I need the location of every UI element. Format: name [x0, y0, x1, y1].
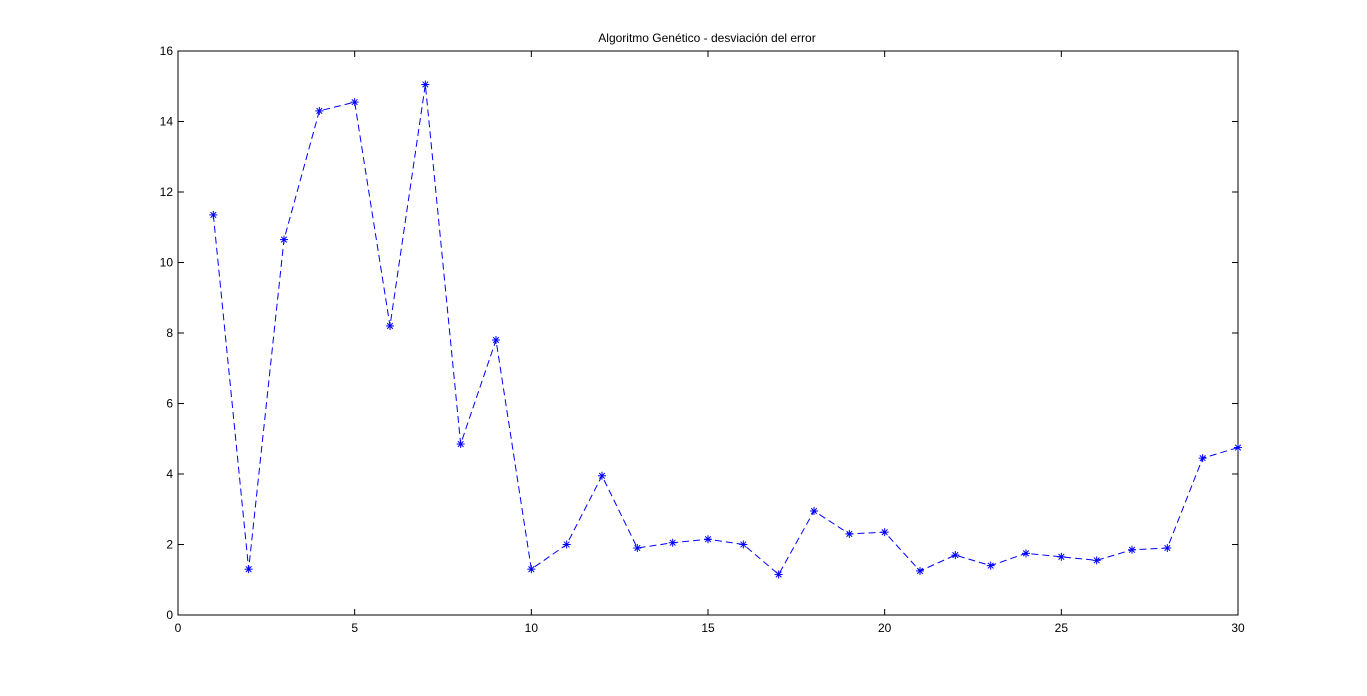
x-tick-label: 5 — [351, 621, 358, 635]
data-point — [1128, 545, 1136, 554]
data-point — [810, 507, 818, 516]
data-point — [1022, 549, 1030, 558]
data-point — [456, 440, 465, 449]
series-line — [212, 84, 1239, 576]
data-point — [280, 235, 288, 244]
data-point — [1234, 443, 1242, 452]
data-point — [562, 540, 571, 549]
x-tick-label: 0 — [175, 621, 182, 635]
data-point — [386, 321, 394, 330]
y-tick-label: 10 — [160, 256, 174, 270]
series-layer — [209, 80, 1242, 579]
x-tick-label: 25 — [1055, 621, 1069, 635]
data-point — [598, 471, 606, 480]
data-point — [845, 529, 854, 538]
x-tick-label: 15 — [701, 621, 715, 635]
data-point — [492, 336, 500, 345]
y-tick-label: 6 — [166, 397, 173, 411]
y-tick-label: 8 — [166, 326, 173, 340]
data-point — [209, 210, 218, 219]
y-tick-label: 4 — [166, 467, 173, 481]
data-point — [421, 80, 430, 89]
y-tick-label: 16 — [160, 44, 174, 58]
data-point — [1092, 556, 1101, 565]
data-point — [1057, 552, 1066, 561]
data-point — [986, 561, 995, 570]
data-point — [668, 538, 677, 547]
x-tick-label: 10 — [525, 621, 539, 635]
data-point — [739, 540, 748, 549]
data-point — [916, 566, 924, 575]
data-point — [880, 528, 889, 537]
y-tick-label: 0 — [166, 608, 173, 622]
data-point — [1198, 454, 1207, 463]
data-point — [951, 551, 960, 560]
data-point — [774, 570, 783, 579]
y-tick-label: 2 — [166, 538, 173, 552]
chart-title: Algoritmo Genético - desviación del erro… — [598, 31, 815, 45]
tick-labels: 0 5 10 15 20 25 30 0 2 4 6 8 10 12 14 16 — [160, 44, 1245, 635]
data-point — [1163, 544, 1172, 553]
data-point — [315, 106, 324, 115]
data-point — [704, 535, 712, 544]
y-tick-label: 14 — [160, 115, 174, 129]
data-point — [244, 565, 253, 574]
plot-frame — [177, 50, 1239, 616]
data-point — [633, 544, 642, 553]
data-point — [527, 565, 536, 574]
x-tick-label: 20 — [878, 621, 892, 635]
x-tick-label: 30 — [1231, 621, 1245, 635]
axis-ticks — [177, 50, 1239, 616]
data-point — [350, 98, 359, 107]
y-tick-label: 12 — [160, 185, 174, 199]
